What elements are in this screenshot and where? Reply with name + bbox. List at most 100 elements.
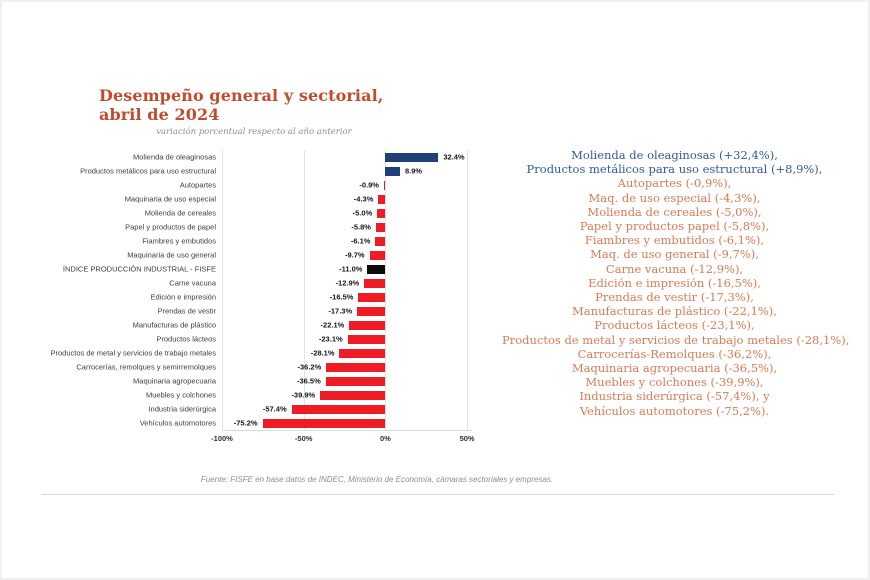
chart-value-label: -39.9%	[291, 390, 316, 400]
chart-category-label: Autopartes	[62, 178, 222, 192]
chart-category-label-text: Industria siderúrgica	[148, 404, 216, 414]
chart-row: Molienda de oleaginosas 32.4%	[62, 150, 472, 164]
title-block: Desempeño general y sectorial, abril de …	[99, 86, 419, 137]
chart-category-label: Productos lácteos	[62, 332, 222, 346]
chart-bar-track: -57.4%	[222, 402, 472, 416]
chart-category-label-text: Productos metálicos para uso estructural	[80, 166, 216, 176]
summary-line: Edición e impresión (-16,5%),	[588, 275, 761, 290]
chart-category-label: Carrocerías, remolques y semirremolques	[62, 360, 222, 374]
chart-category-label: Fiambres y embutidos	[62, 234, 222, 248]
chart-value-label: -6.1%	[350, 236, 371, 246]
summary-line: Productos lácteos (-23,1%),	[594, 318, 755, 333]
summary-line: Carrocerías-Remolques (-36,2%),	[577, 346, 772, 361]
plot-grid	[222, 150, 472, 431]
gridline	[467, 150, 469, 430]
source-note: Fuente: FISFE en base datos de INDEC, Mi…	[200, 475, 554, 484]
summary-line: Carne vacuna (-12,9%),	[605, 261, 744, 276]
chart-bar	[364, 278, 386, 288]
chart-value-label: -22.1%	[320, 320, 345, 330]
chart-bar-track: -0.9%	[222, 178, 472, 192]
chart-value-label: 32.4%	[443, 152, 465, 162]
chart-bar	[325, 376, 386, 386]
chart-bar-track: -5.0%	[222, 206, 472, 220]
summary-line: Maq. de uso general (-9,7%),	[590, 247, 759, 262]
chart-bar	[347, 334, 386, 344]
chart-category-label: Industria siderúrgica	[62, 402, 222, 416]
x-axis-tick-label: -50%	[294, 434, 313, 443]
chart-category-label-text: Productos de metal y servicios de trabaj…	[50, 348, 217, 358]
chart-bar	[320, 390, 386, 400]
chart-row: Maquinaria agropecuaria -36.5%	[62, 374, 472, 388]
summary-line: Prendas de vestir (-17,3%),	[595, 290, 754, 305]
chart-category-label-text: Molienda de oleaginosas	[133, 152, 216, 162]
chart-value-label: -23.1%	[318, 334, 343, 344]
chart-row: Molienda de cereales -5.0%	[62, 206, 472, 220]
chart-bar	[385, 166, 400, 176]
chart-row: Muebles y colchones -39.9%	[62, 388, 472, 402]
chart-category-label-text: Productos lácteos	[156, 334, 216, 344]
chart-bar	[375, 236, 386, 246]
chart-bar-track: -6.1%	[222, 234, 472, 248]
chart-bar-track: -16.5%	[222, 290, 472, 304]
chart-row: Carrocerías, remolques y semirremolques -…	[62, 360, 472, 374]
chart-category-label-text: Molienda de cereales	[144, 208, 216, 218]
chart-bar-track: 8.9%	[222, 164, 472, 178]
chart-category-label: Carne vacuna	[62, 276, 222, 290]
chart-bar-track: -11.0%	[222, 262, 472, 276]
chart-category-label: Papel y productos de papel	[62, 220, 222, 234]
chart-category-label-text: Maquinaria de uso general	[127, 250, 216, 260]
chart-category-label: Maquinaria agropecuaria	[62, 374, 222, 388]
x-axis-tick-label: 0%	[379, 434, 391, 443]
chart-category-label: Manufacturas de plástico	[62, 318, 222, 332]
chart-value-label: -57.4%	[262, 404, 287, 414]
chart-category-label: Maquinaria de uso general	[62, 248, 222, 262]
chart-row: Productos lácteos -23.1%	[62, 332, 472, 346]
chart-value-label: 8.9%	[404, 166, 423, 176]
chart-category-label: ÍNDICE PRODUCCIÓN INDUSTRIAL - FISFE	[62, 262, 222, 276]
chart-row: Maquinaria de uso general -9.7%	[62, 248, 472, 262]
summary-line: Vehículos automotores (-75,2%).	[579, 403, 770, 418]
chart-bar	[339, 348, 386, 358]
chart-value-label: -9.7%	[344, 250, 365, 260]
chart-bar	[262, 418, 386, 428]
chart-row: Autopartes -0.9%	[62, 178, 472, 192]
chart-value-label: -0.9%	[359, 180, 379, 190]
chart-row: Fiambres y embutidos -6.1%	[62, 234, 472, 248]
chart-category-label-text: Maquinaria de uso especial	[124, 194, 216, 204]
chart-category-label-text: Prendas de vestir	[157, 306, 216, 316]
chart-bar-track: -9.7%	[222, 248, 472, 262]
sector-bar-chart: Molienda de oleaginosas 32.4% Productos me…	[51, 150, 475, 446]
chart-category-label: Prendas de vestir	[62, 304, 222, 318]
chart-value-label: -11.0%	[339, 264, 363, 274]
chart-category-label-text: Autopartes	[179, 180, 216, 190]
chart-category-label-text: Papel y productos de papel	[125, 222, 216, 232]
x-axis-tick-label: 50%	[459, 434, 475, 443]
summary-line: Industria siderúrgica (-57,4%), y	[579, 389, 770, 404]
chart-bar-track: -28.1%	[222, 346, 472, 360]
chart-value-label: -28.1%	[310, 348, 335, 358]
chart-row: Prendas de vestir -17.3%	[62, 304, 472, 318]
chart-bar	[367, 264, 386, 274]
chart-bar	[369, 250, 386, 260]
page-subtitle: variación porcentual respecto al año ant…	[156, 127, 352, 137]
chart-bar-track: 32.4%	[222, 150, 472, 164]
chart-category-label: Edición e impresión	[62, 290, 222, 304]
chart-bar-track: -75.2%	[222, 416, 472, 430]
chart-category-label-text: ÍNDICE PRODUCCIÓN INDUSTRIAL - FISFE	[62, 264, 216, 274]
chart-value-label: -4.3%	[353, 194, 374, 204]
summary-line: Molienda de oleaginosas (+32,4%),	[571, 148, 778, 162]
chart-category-label-text: Manufacturas de plástico	[132, 320, 216, 330]
chart-value-label: -17.3%	[328, 306, 353, 316]
chart-bar	[375, 222, 386, 232]
chart-row: Productos metálicos para uso estructural…	[62, 164, 472, 178]
chart-value-label: -5.0%	[352, 208, 373, 218]
chart-category-label-text: Edición e impresión	[150, 292, 216, 302]
x-axis-tick-label: -100%	[211, 434, 233, 443]
chart-bar	[385, 152, 439, 162]
summary-line: Productos metálicos para uso estructural…	[526, 162, 823, 177]
chart-bar-track: -39.9%	[222, 388, 472, 402]
chart-row: Edición e impresión -16.5%	[62, 290, 472, 304]
summary-line: Maquinaria agropecuaria (-36,5%),	[571, 361, 778, 376]
summary-line: Maq. de uso especial (-4,3%),	[588, 190, 761, 205]
